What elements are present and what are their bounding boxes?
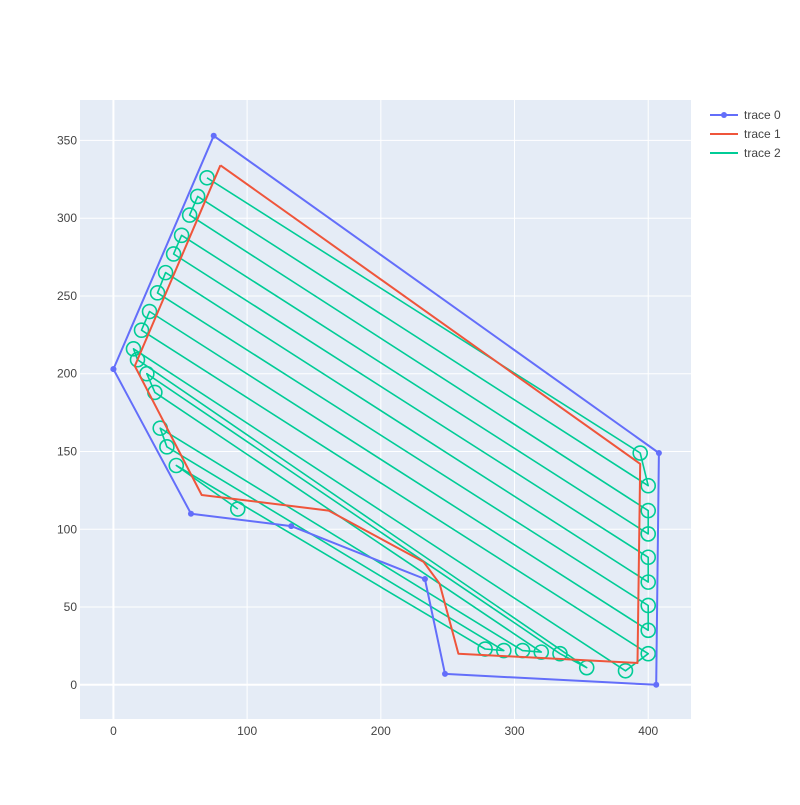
legend-label-trace-2: trace 2	[744, 146, 781, 160]
tick-labels: 0 100 200 300 400 0 50 100 150 200 250 300 350	[57, 133, 659, 738]
y-tick-label: 0	[70, 678, 77, 692]
trace-2-turn-loop	[640, 645, 657, 662]
trace-2-turn-loop	[496, 642, 512, 659]
trace-2-turn-loop	[552, 645, 568, 662]
trace-2-turn-loop	[640, 622, 657, 639]
y-tick-label: 200	[57, 367, 77, 381]
y-tick-label: 300	[57, 211, 77, 225]
trace-2-turn-loop	[129, 351, 146, 368]
y-tick-label: 250	[57, 289, 77, 303]
trace-2-turn-loop	[181, 207, 198, 223]
y-tick-label: 50	[64, 600, 78, 614]
legend-label-trace-1: trace 1	[744, 127, 781, 141]
legend-label-trace-0: trace 0	[744, 108, 781, 122]
trace-2-turn-loop	[125, 341, 142, 357]
trace-2-turn-loop	[168, 457, 185, 474]
trace-2-turn-loop	[617, 662, 634, 679]
trace-2-turn-loop	[133, 322, 150, 338]
grid-lines	[80, 100, 691, 719]
trace-2-turn-loop	[640, 549, 657, 566]
x-tick-label: 400	[638, 724, 658, 738]
trace-2-turn-loop	[640, 597, 657, 614]
trace-2-turn-loop	[640, 526, 657, 542]
legend-item-trace-0[interactable]: trace 0	[710, 108, 781, 122]
trace-2-turn-loop	[157, 264, 174, 281]
legend[interactable]: trace 0 trace 1 trace 2	[710, 108, 781, 160]
trace-1-line	[133, 164, 642, 664]
trace-2-turn-loop	[229, 501, 246, 517]
legend-item-trace-2[interactable]: trace 2	[710, 146, 781, 160]
trace-0-point[interactable]	[210, 132, 217, 139]
trace-0-point[interactable]	[110, 366, 117, 373]
traces	[110, 132, 662, 688]
x-tick-label: 100	[237, 724, 257, 738]
trace-2-turn-loop	[640, 574, 657, 590]
y-tick-label: 100	[57, 522, 77, 536]
trace-2-turn-loop	[149, 285, 166, 301]
trace-2-turn-loop	[165, 246, 182, 262]
legend-item-trace-1[interactable]: trace 1	[710, 127, 781, 141]
trace-2-turn-loop	[640, 477, 657, 494]
trace-2-turn-loop	[173, 227, 190, 244]
x-tick-label: 200	[371, 724, 391, 738]
trace-2-turn-loop	[632, 445, 648, 461]
trace-0-point[interactable]	[653, 681, 660, 688]
x-tick-label: 0	[110, 724, 117, 738]
trace-0-point[interactable]	[655, 450, 662, 457]
trace-0-point[interactable]	[187, 510, 194, 517]
trace-2-turn-loop	[640, 502, 657, 519]
trace-0-point[interactable]	[441, 670, 448, 677]
trace-2-turn-loop	[189, 188, 206, 205]
x-tick-label: 300	[505, 724, 525, 738]
trace-2-turn-loop	[159, 439, 175, 455]
trace-2-turn-loop	[533, 644, 550, 660]
trace-0-point[interactable]	[288, 523, 295, 530]
y-tick-label: 350	[57, 133, 77, 147]
y-tick-label: 150	[57, 444, 77, 458]
trace-2-turn-loop	[141, 303, 158, 320]
trace-0-point[interactable]	[421, 576, 428, 583]
